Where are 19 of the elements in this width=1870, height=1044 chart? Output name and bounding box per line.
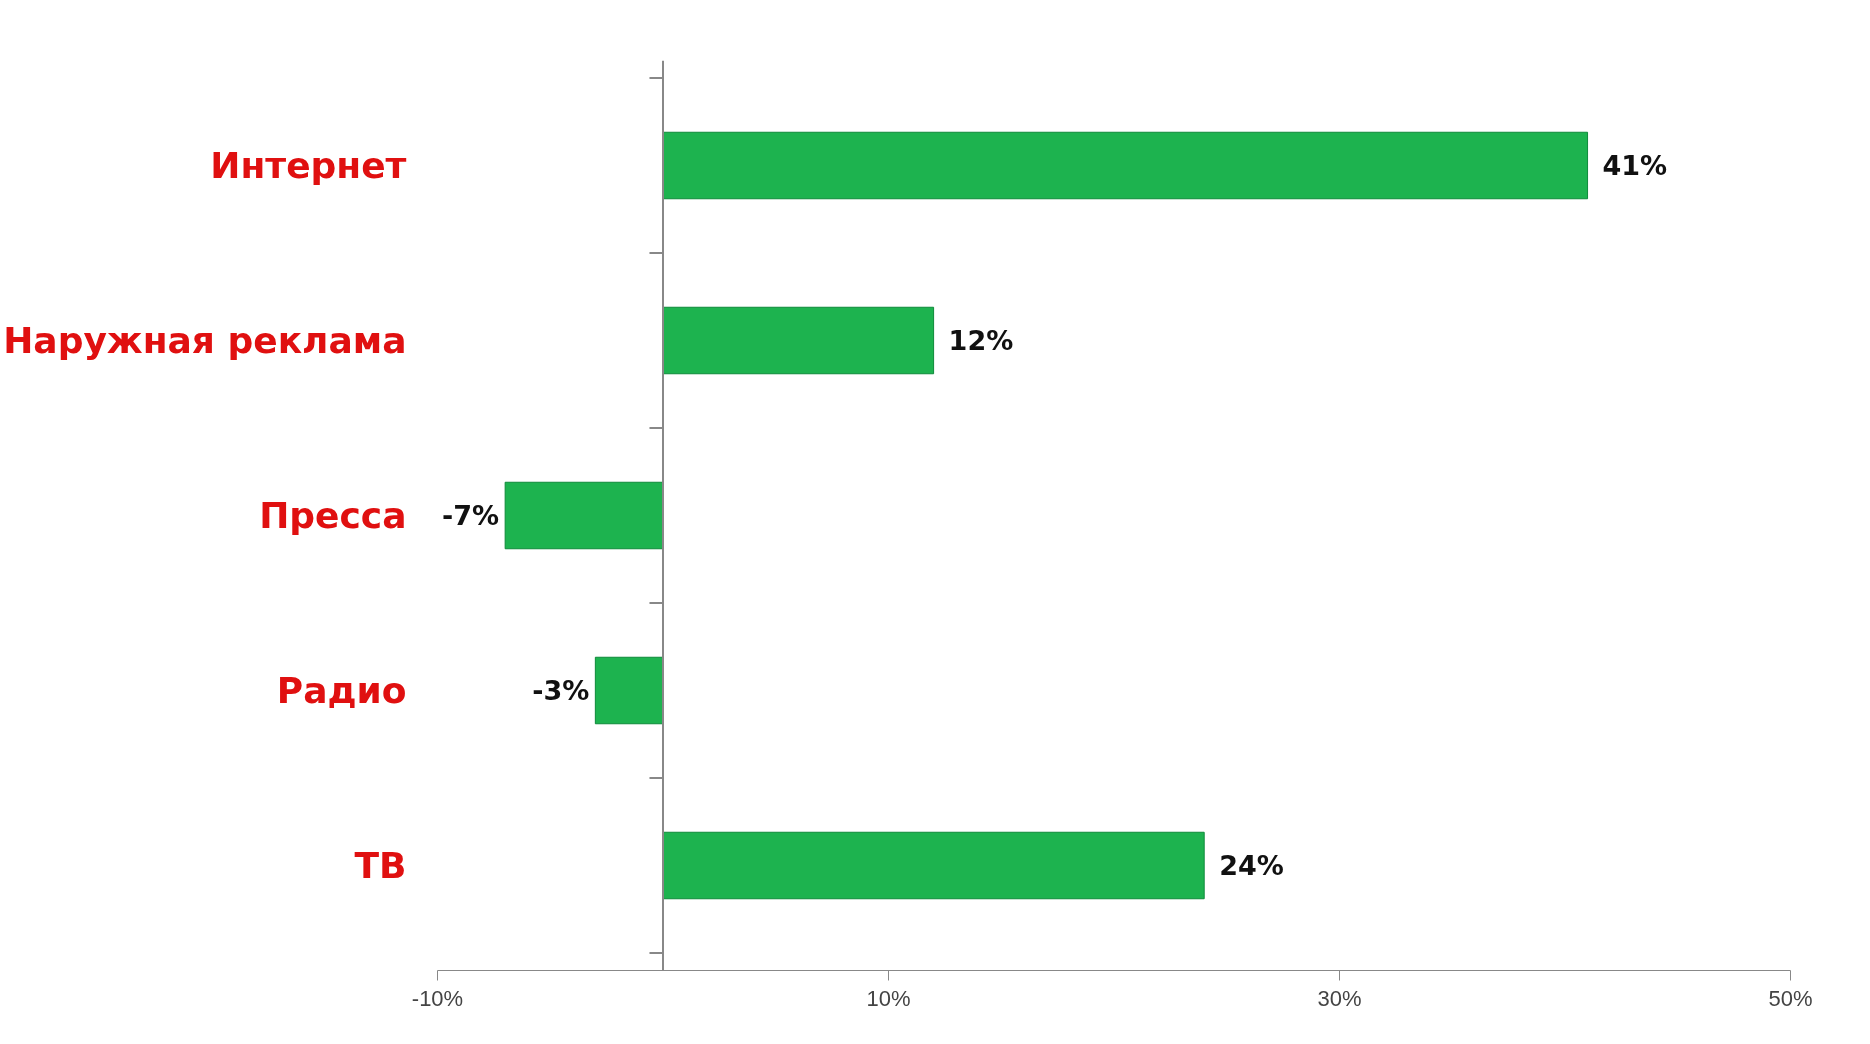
y-tick-label: Интернет bbox=[210, 145, 407, 186]
x-tick-label: 10% bbox=[866, 985, 911, 1011]
data-label: 41% bbox=[1602, 150, 1668, 181]
bar bbox=[504, 481, 664, 550]
bar bbox=[662, 131, 1589, 200]
x-tick-label: 30% bbox=[1317, 985, 1362, 1011]
y-tick-label: Радио bbox=[276, 670, 407, 711]
data-label: 12% bbox=[948, 325, 1014, 356]
bar bbox=[662, 831, 1205, 900]
bar bbox=[662, 306, 935, 375]
x-tick-label: -10% bbox=[411, 985, 464, 1011]
y-tick-label: Наружная реклама bbox=[3, 320, 407, 361]
bar bbox=[594, 656, 664, 725]
data-label: 24% bbox=[1219, 850, 1284, 881]
y-tick-label: ТВ bbox=[354, 845, 407, 886]
x-tick-label: 50% bbox=[1768, 985, 1813, 1011]
data-label: -7% bbox=[442, 500, 500, 531]
y-tick-label: Пресса bbox=[259, 495, 407, 536]
data-label: -3% bbox=[532, 675, 590, 706]
